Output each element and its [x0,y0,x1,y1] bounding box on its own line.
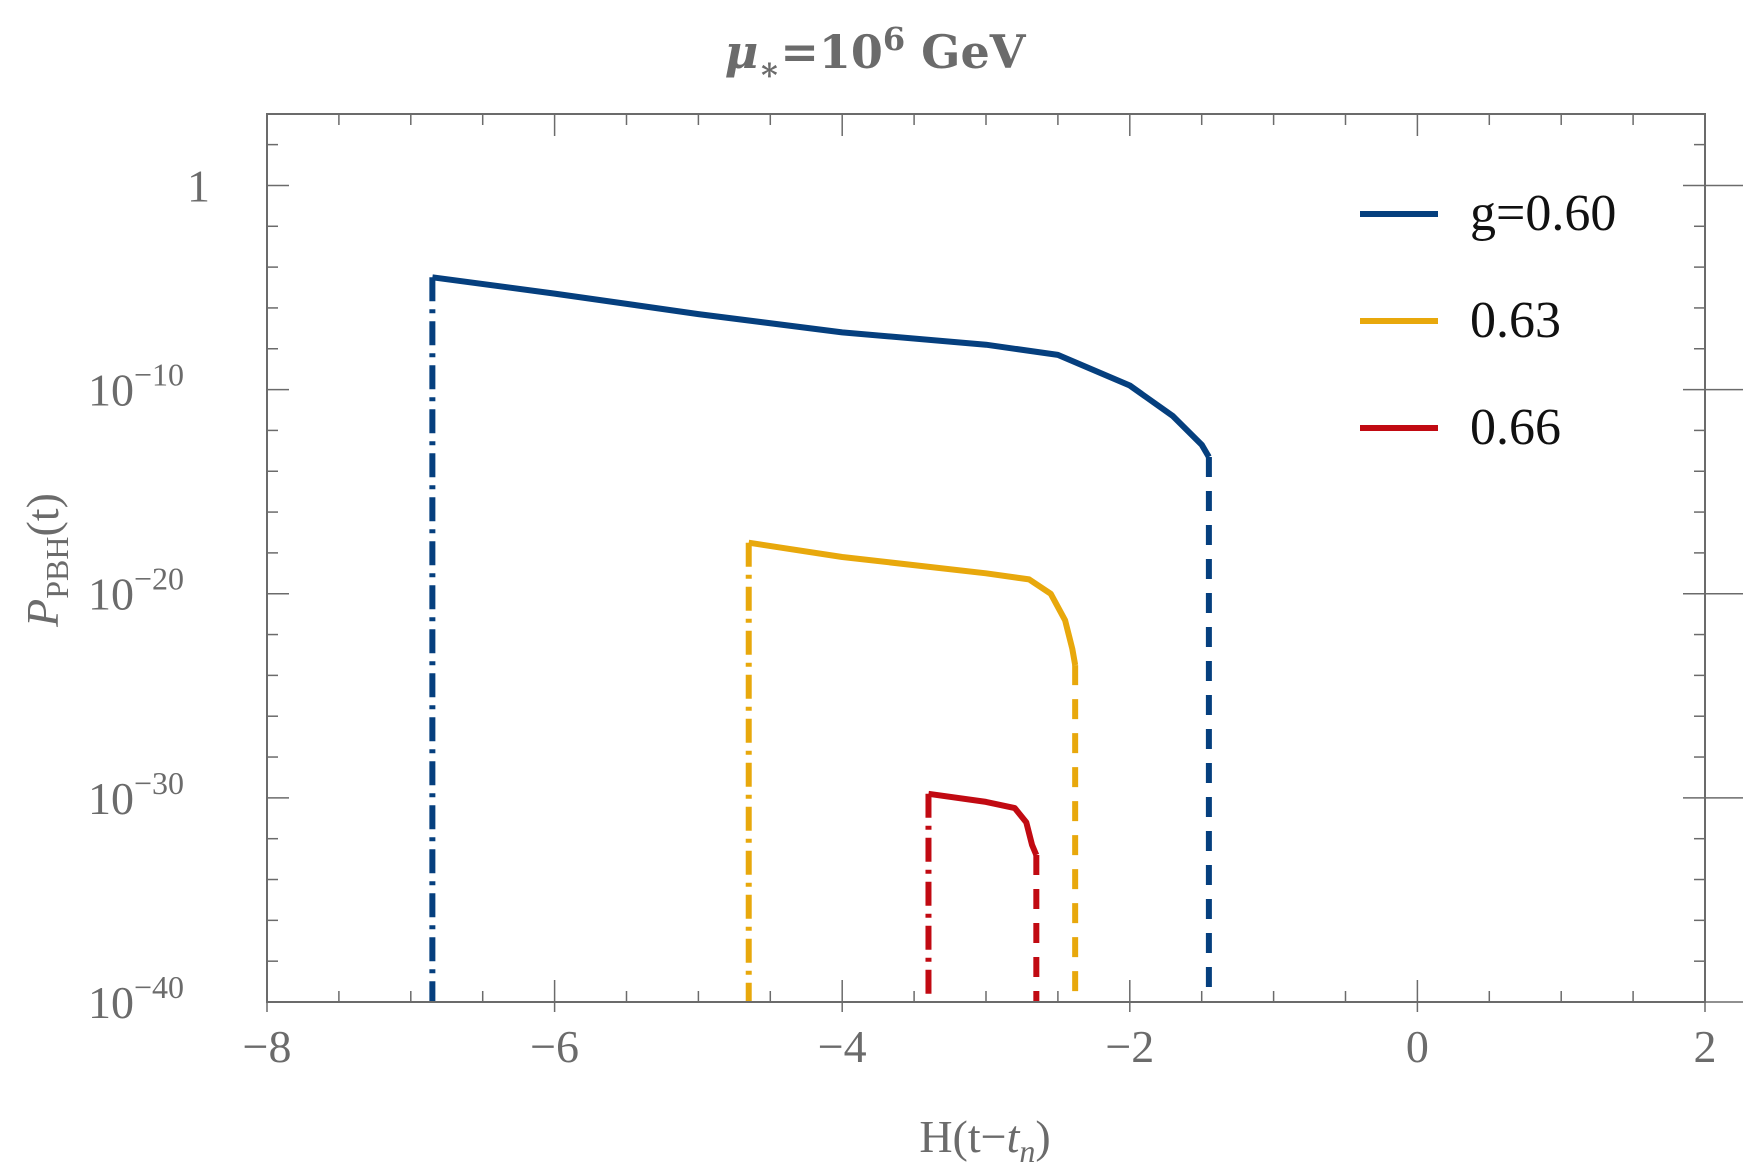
x-label-sub: n [1019,1133,1035,1164]
y-label-sub: PBH [39,537,75,599]
x-tick-label: −2 [1105,1021,1154,1072]
x-label-main: H(t− [919,1111,1006,1162]
title-symbol: μ [725,25,759,79]
plot-frame [266,113,1706,1003]
legend-label: 0.66 [1470,399,1561,456]
legend-label: 0.63 [1470,292,1561,349]
x-tick-label: −6 [530,1021,579,1072]
chart-title: μ∗=106 GeV [725,20,1027,88]
title-superscript: 6 [883,20,905,58]
title-unit: GeV [905,25,1027,79]
y-label-main: P [17,599,68,628]
series-2 [745,539,1079,1002]
series-curve [432,274,1212,459]
y-tick-exponent: −40 [134,969,184,1005]
y-tick-label: 10−30 [88,765,184,824]
x-label-close: ) [1035,1111,1050,1162]
y-axis-label: PPBH(t) [17,493,75,628]
y-tick-label: 10−10 [88,357,184,416]
legend: g=0.60 0.63 0.66 [1360,185,1616,456]
series-curve [748,539,1079,666]
y-label-rest: (t) [17,493,68,536]
y-tick-base: 10 [88,977,134,1028]
y-tick-base: 10 [88,773,134,824]
title-equals: =10 [780,25,883,79]
series-1 [429,274,1212,1002]
y-tick-label: 1 [187,160,210,211]
y-tick-exponent: −10 [134,357,184,393]
y-tick-exponent: −30 [134,765,184,801]
x-axis-label: H(t−tn) [919,1111,1050,1164]
series-3 [925,790,1040,1002]
y-tick-label: 10−20 [88,561,184,620]
series-curve [928,790,1040,857]
legend-label: g=0.60 [1470,185,1616,242]
x-tick-label: 2 [1694,1021,1717,1072]
ticks-group [266,114,1743,1012]
title-subscript: ∗ [758,50,780,88]
x-label-var: t [1007,1111,1021,1162]
y-tick-label: 10−40 [88,969,184,1028]
x-tick-label: −4 [818,1021,867,1072]
x-tick-label: −8 [243,1021,292,1072]
x-tick-labels: −8 −6 −4 −2 0 2 [243,1021,1717,1072]
x-tick-label: 0 [1406,1021,1429,1072]
y-tick-base: 10 [88,569,134,620]
y-tick-exponent: −20 [134,561,184,597]
y-tick-base: 10 [88,365,134,416]
series-layer [429,274,1212,1002]
